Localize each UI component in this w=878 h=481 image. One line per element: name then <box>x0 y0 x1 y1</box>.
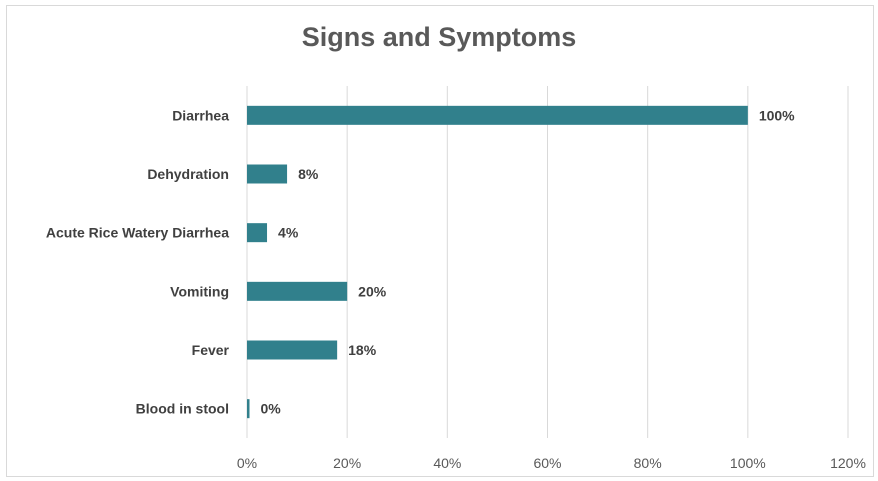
bar <box>247 105 748 125</box>
category-label: Fever <box>192 342 230 358</box>
data-labels: 100% 8% 4% 20% 18% 0% <box>261 107 796 416</box>
bar <box>247 340 338 360</box>
category-label: Acute Rice Watery Diarrhea <box>46 225 229 241</box>
x-tick-label: 20% <box>333 455 361 471</box>
bar <box>247 399 250 419</box>
gridlines <box>246 86 849 438</box>
x-tick-label: 100% <box>730 455 766 471</box>
bar <box>247 223 268 243</box>
chart-frame <box>6 5 874 477</box>
data-label: 100% <box>759 107 795 123</box>
x-tick-label: 40% <box>433 455 461 471</box>
x-tick-label: 0% <box>237 455 257 471</box>
x-tick-label: 80% <box>634 455 662 471</box>
chart-title: Signs and Symptoms <box>301 22 577 52</box>
x-tick-label: 60% <box>533 455 561 471</box>
x-axis-ticks: 0% 20% 40% 60% 80% 100% 120% <box>237 455 866 471</box>
category-label: Dehydration <box>147 166 229 182</box>
data-label: 4% <box>278 225 299 241</box>
bar <box>247 164 288 184</box>
category-labels: Diarrhea Dehydration Acute Rice Watery Dia… <box>46 107 230 416</box>
data-label: 20% <box>358 283 387 299</box>
category-label: Blood in stool <box>136 401 229 417</box>
category-label: Vomiting <box>170 283 229 299</box>
x-tick-label: 120% <box>830 455 866 471</box>
bar <box>247 281 348 301</box>
category-label: Diarrhea <box>172 107 229 123</box>
data-label: 18% <box>348 342 377 358</box>
data-label: 8% <box>298 166 319 182</box>
bars <box>247 105 748 419</box>
data-label: 0% <box>261 401 282 417</box>
